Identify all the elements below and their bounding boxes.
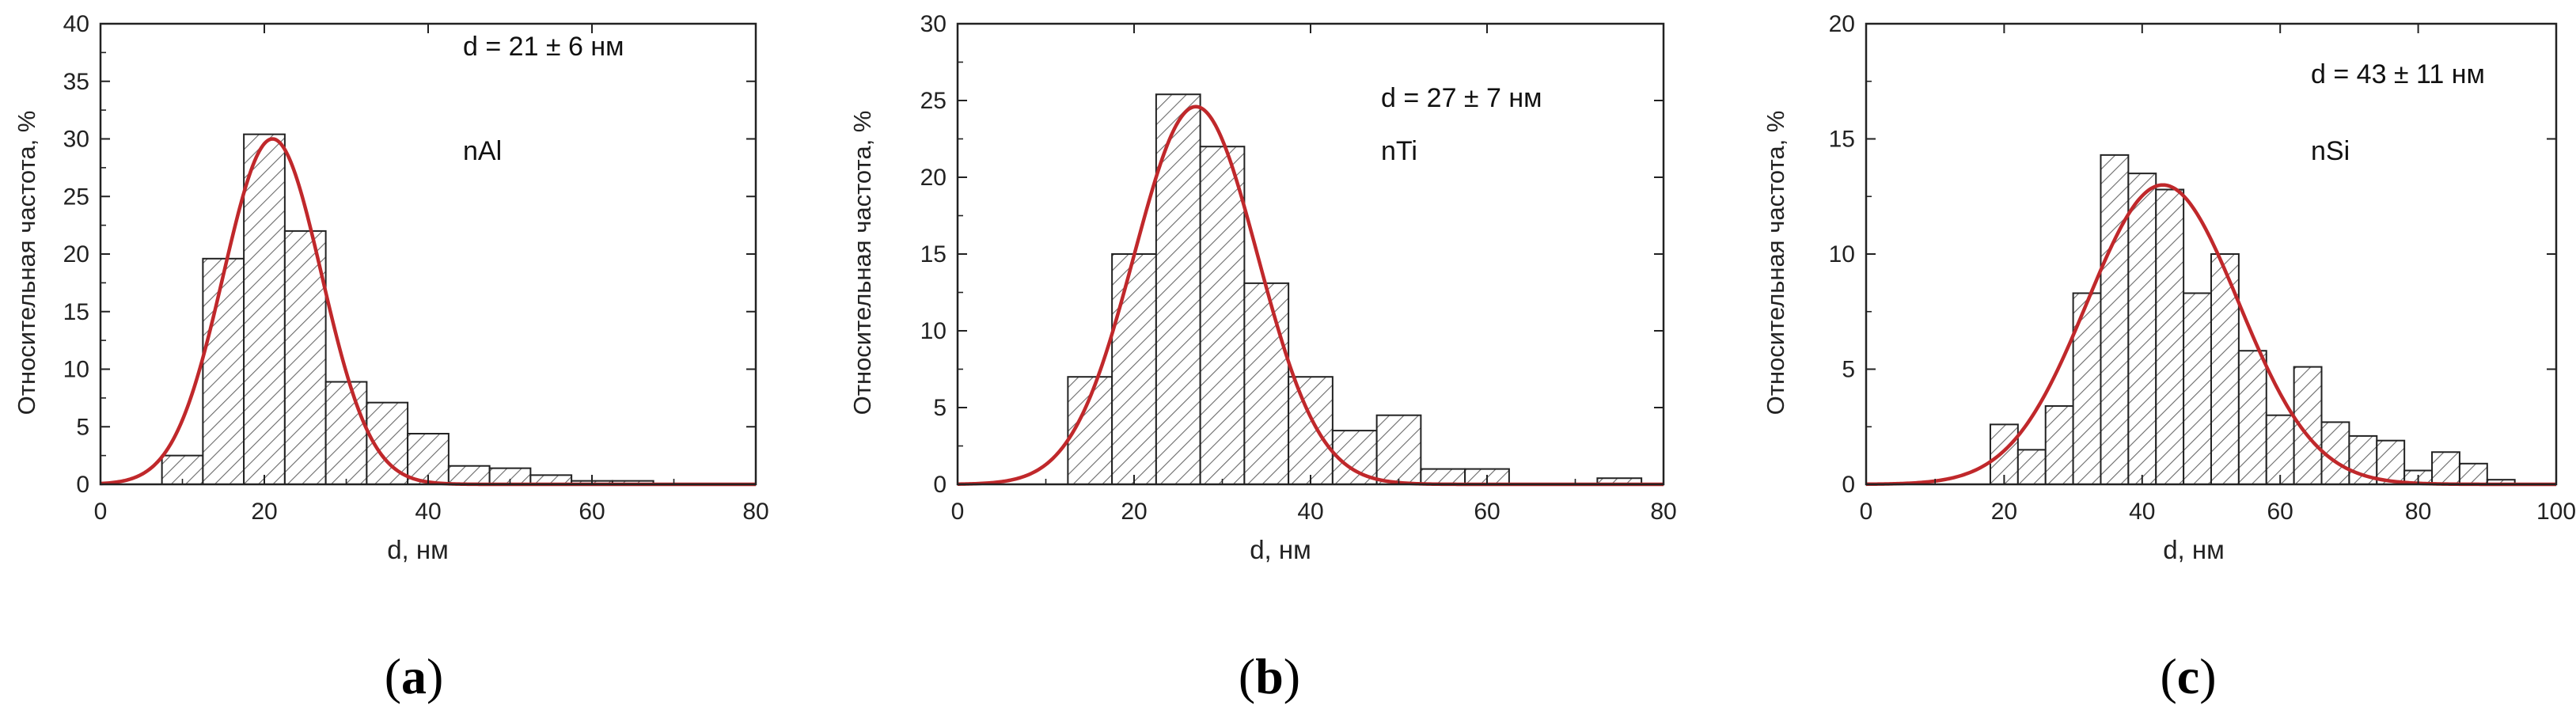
- panel-b-annotation-material: nTi: [1381, 136, 1417, 166]
- panel-a-annotation-material: nAl: [463, 136, 502, 166]
- panel-a-axes-frame: [99, 22, 757, 486]
- panel-a-caption: (a): [385, 648, 444, 704]
- panel-a-xtick-label: 60: [579, 499, 605, 525]
- panel-b-ytick-label: 0: [933, 472, 947, 498]
- panel-c-bar: [2044, 405, 2074, 485]
- panel-b-xlabel: d, нм: [1250, 535, 1311, 564]
- panel-c-bar: [2237, 350, 2267, 485]
- panel-b-ytick-label: 15: [920, 241, 947, 267]
- panel-a-ytick-label: 5: [76, 414, 89, 440]
- panel-b-annotation-size: d = 27 ± 7 нм: [1381, 83, 1542, 113]
- panel-b-bar: [1111, 253, 1157, 485]
- panel-b-ytick-label: 20: [920, 165, 947, 191]
- panel-c-xtick-label: 100: [2536, 499, 2576, 525]
- panel-b-xtick-label: 0: [951, 499, 965, 525]
- panel-a-ylabel: Относительная частота, %: [13, 111, 40, 415]
- panel-b-ytick-label: 10: [920, 318, 947, 344]
- panel-a-ytick-label: 20: [63, 241, 89, 267]
- panel-a-ytick-label: 0: [76, 472, 89, 498]
- panel-c-annotation-material: nSi: [2311, 136, 2350, 166]
- panel-c-bar: [2458, 462, 2488, 485]
- panel-b-bar: [1199, 146, 1246, 485]
- panel-c-bar: [2431, 451, 2460, 486]
- panel-a-bar: [243, 133, 286, 485]
- panel-a-ytick-label: 10: [63, 357, 89, 383]
- panel-a-xtick-label: 80: [742, 499, 768, 525]
- panel-b-xtick-label: 80: [1650, 499, 1676, 525]
- panel-c-xtick-label: 0: [1860, 499, 1873, 525]
- panel-b-ylabel: Относительная частота, %: [848, 111, 876, 415]
- panel-a-bar: [283, 230, 327, 485]
- panel-b-bar: [1243, 282, 1290, 485]
- panel-c-xtick-label: 80: [2405, 499, 2431, 525]
- panel-c-ytick-label: 5: [1842, 357, 1855, 383]
- panel-b-xtick-label: 20: [1121, 499, 1147, 525]
- panel-b-xtick-label: 40: [1297, 499, 1323, 525]
- panel-c-ytick-label: 10: [1829, 241, 1855, 267]
- panel-b-ytick-label: 25: [920, 88, 947, 114]
- panel-a-bar: [447, 465, 491, 485]
- panel-a-ytick-label: 35: [63, 69, 89, 95]
- panel-b-bar: [1420, 468, 1466, 485]
- panel-c-ytick-label: 20: [1829, 11, 1855, 37]
- panel-a-bar: [324, 381, 368, 485]
- panel-a-plot: 0 20 40 60 80 0 5 10 15 20 25 30 35 40: [63, 11, 769, 525]
- panel-a-xtick-label: 40: [415, 499, 441, 525]
- panel-a-annotation-size: d = 21 ± 6 нм: [463, 32, 624, 62]
- panel-c-bar: [2155, 188, 2185, 486]
- panel-c-plot: 0 20 40 60 80 100 0 5 10 15 20: [1829, 11, 2576, 525]
- panel-a-ytick-label: 30: [63, 127, 89, 153]
- panel-a-ytick-label: 40: [63, 11, 89, 37]
- panel-c-ytick-label: 0: [1842, 472, 1855, 498]
- panel-b-bar: [1288, 376, 1334, 486]
- panel-b-xtick-label: 60: [1474, 499, 1500, 525]
- panel-c-xtick-label: 20: [1991, 499, 2017, 525]
- panel-c-bar: [2100, 154, 2130, 485]
- panel-b-ytick-label: 5: [933, 395, 947, 421]
- panel-c-bar: [2127, 173, 2157, 485]
- panel-c-ytick-label: 15: [1829, 127, 1855, 153]
- panel-c-ylabel: Относительная частота, %: [1762, 111, 1789, 415]
- panel-c-bar: [2265, 414, 2295, 486]
- panel-c-xtick-label: 60: [2267, 499, 2293, 525]
- panel-c-annotation-size: d = 43 ± 11 нм: [2311, 59, 2485, 89]
- panel-b-caption: (b): [1239, 648, 1300, 704]
- panel-c-bar: [2293, 366, 2323, 485]
- panel-a-ytick-label: 25: [63, 184, 89, 210]
- panel-b-bar: [1375, 414, 1422, 486]
- panel-c-bar: [2183, 292, 2213, 485]
- panel-a-fit-curve: [100, 137, 756, 487]
- panel-a-ytick-label: 15: [63, 299, 89, 325]
- panel-b-plot: 0 20 40 60 80 0 5 10 15 20 25 30: [920, 11, 1677, 525]
- panel-c-xtick-label: 40: [2129, 499, 2155, 525]
- panel-a-xtick-label: 20: [251, 499, 277, 525]
- panel-b-ytick-label: 30: [920, 11, 947, 37]
- panel-c-xlabel: d, нм: [2163, 535, 2225, 564]
- panel-c-caption: (c): [2160, 648, 2216, 704]
- panel-a-xlabel: d, нм: [387, 535, 449, 564]
- panel-a-bar: [202, 257, 245, 485]
- panel-a-xtick-label: 0: [94, 499, 108, 525]
- panel-c-bar: [2016, 449, 2047, 485]
